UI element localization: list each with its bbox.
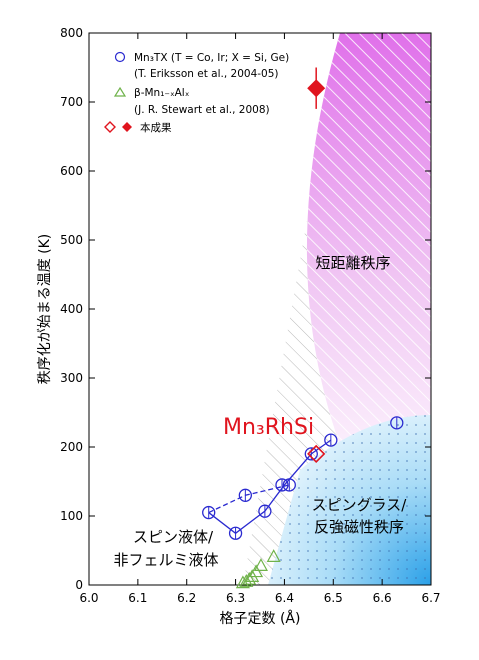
y-tick-label: 0 bbox=[75, 578, 83, 592]
data-point-triangle bbox=[253, 558, 268, 571]
x-tick-label: 6.5 bbox=[324, 591, 343, 605]
y-tick-label: 600 bbox=[60, 164, 83, 178]
y-tick-label: 200 bbox=[60, 440, 83, 454]
data-point-triangle bbox=[266, 549, 281, 563]
spin-glass-dots bbox=[268, 415, 431, 585]
legend-sub-1: (J. R. Stewart et al., 2008) bbox=[134, 104, 270, 116]
x-tick-label: 6.4 bbox=[275, 591, 294, 605]
legend-label-0: Mn₃TX (T = Co, Ir; X = Si, Ge) bbox=[134, 52, 289, 64]
legend-marker-circle bbox=[114, 51, 126, 63]
x-tick-label: 6.6 bbox=[373, 591, 392, 605]
data-point-triangle bbox=[245, 569, 260, 583]
spin-liquid-label-line2: 非フェルミ液体 bbox=[113, 551, 218, 569]
y-axis: 0 100 200 300 400 500 600 700 800 bbox=[60, 26, 431, 592]
x-tick-label: 6.0 bbox=[79, 591, 98, 605]
data-point-triangle bbox=[239, 573, 254, 587]
spin-glass-label-line2: 反強磁性秩序 bbox=[314, 518, 404, 536]
y-tick-label: 300 bbox=[60, 371, 83, 385]
data-series bbox=[202, 67, 404, 589]
legend-label-1: β-Mn₁₋ₓAlₓ bbox=[134, 87, 190, 99]
data-point-triangle bbox=[235, 575, 250, 589]
spin-glass-label-line1: スピングラス/ bbox=[312, 496, 408, 514]
data-point-triangle bbox=[242, 571, 257, 585]
legend-marker-triangle bbox=[113, 86, 127, 97]
x-tick-label: 6.3 bbox=[226, 591, 245, 605]
legend-marker-diamond-filled bbox=[122, 122, 132, 132]
short-range-order-label: 短距離秩序 bbox=[315, 254, 390, 272]
x-tick-label: 6.2 bbox=[177, 591, 196, 605]
y-tick-label: 500 bbox=[60, 233, 83, 247]
x-axis: 6.0 6.1 6.2 6.3 6.4 6.5 6.6 6.7 bbox=[79, 33, 441, 605]
legend: Mn₃TX (T = Co, Ir; X = Si, Ge) (T. Eriks… bbox=[104, 51, 289, 134]
data-point-diamond-filled bbox=[307, 79, 326, 98]
y-tick-label: 100 bbox=[60, 509, 83, 523]
x-axis-label: 格子定数 (Å) bbox=[220, 610, 301, 627]
short-range-order-hatch bbox=[306, 33, 431, 445]
x-tick-label: 6.7 bbox=[421, 591, 440, 605]
y-tick-label: 700 bbox=[60, 95, 83, 109]
data-point-triangle bbox=[249, 564, 264, 578]
x-tick-label: 6.1 bbox=[128, 591, 147, 605]
y-tick-label: 400 bbox=[60, 302, 83, 316]
y-tick-label: 800 bbox=[60, 26, 83, 40]
phase-regions bbox=[243, 33, 431, 585]
mn3rhsi-annotation: Mn₃RhSi bbox=[223, 415, 314, 440]
legend-label-2: 本成果 bbox=[140, 121, 172, 134]
legend-sub-0: (T. Eriksson et al., 2004-05) bbox=[134, 68, 279, 80]
data-point-diamond-open bbox=[307, 444, 326, 464]
spin-liquid-label-line1: スピン液体/ bbox=[133, 528, 214, 546]
y-axis-label: 秩序化が始まる温度 (K) bbox=[37, 234, 53, 385]
legend-marker-diamond-open bbox=[104, 121, 116, 133]
